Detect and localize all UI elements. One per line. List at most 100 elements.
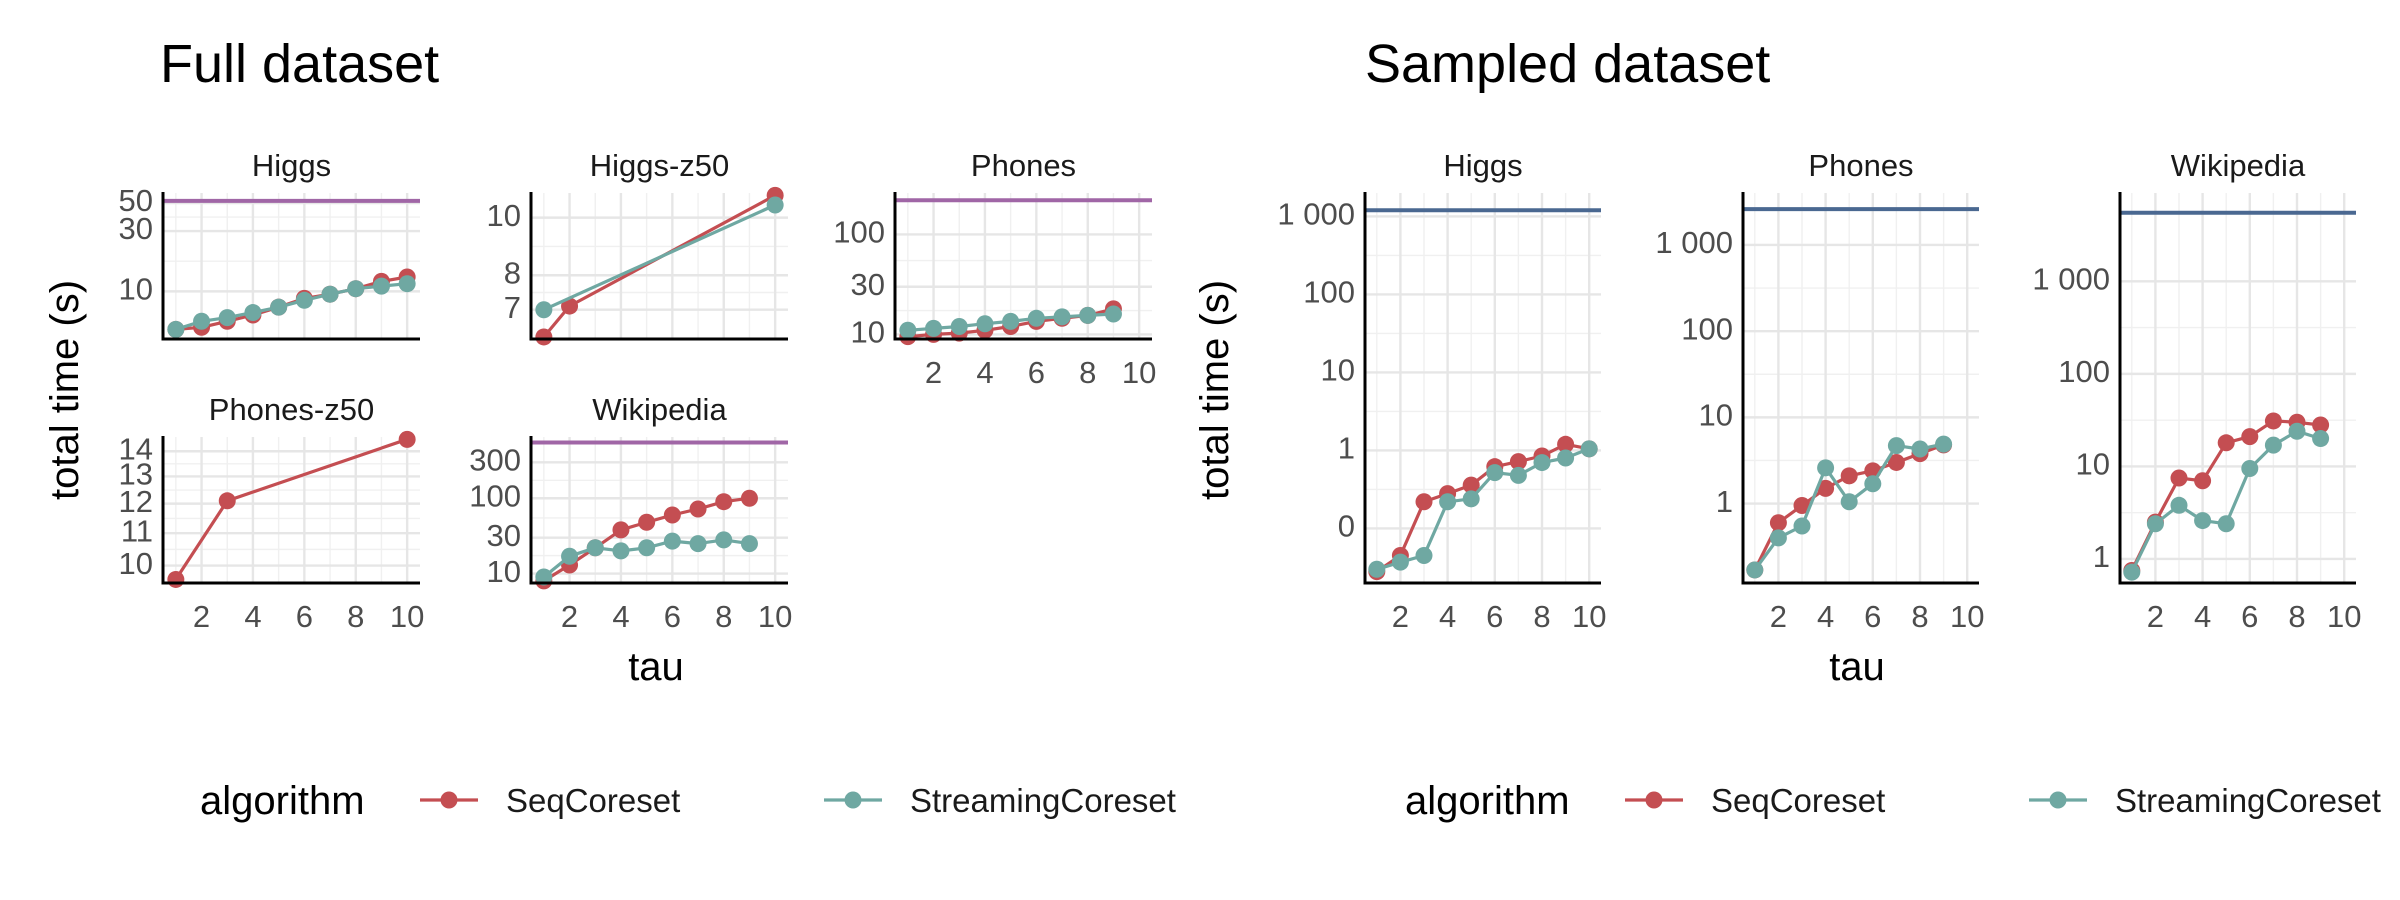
y-tick-label-g1-f0: 1 000 [1277,197,1355,232]
x-tick-label-g1-f1: 6 [1864,599,1881,634]
legend-title-0: algorithm [200,779,365,823]
y-tick-label-g0-f3: 14 [119,431,153,466]
data-point-StreamingCoreset-g0-f4 [535,568,553,586]
data-point-SeqCoreset-g1-f0 [1462,476,1480,494]
facet-title-g1-f2: Wikipedia [2171,148,2306,183]
data-point-StreamingCoreset-g1-f1 [1887,437,1905,455]
data-point-StreamingCoreset-g0-f2 [1079,306,1097,324]
data-point-StreamingCoreset-g1-f2 [2264,436,2282,454]
axes-layer [161,192,2356,585]
data-layer [167,186,2330,590]
data-point-StreamingCoreset-g0-f0 [295,291,313,309]
data-point-StreamingCoreset-g0-f0 [321,285,339,303]
x-tick-label-g1-f1: 10 [1950,599,1984,634]
data-point-SeqCoreset-g0-f3 [218,492,236,510]
x-tick-label-g0-f2: 8 [1079,355,1096,390]
data-point-StreamingCoreset-g0-f2 [1027,309,1045,327]
y-tick-label-g1-f0: 0 [1338,509,1355,544]
group-title-1: Sampled dataset [1365,34,1770,94]
x-tick-label-g0-f4: 8 [715,599,732,634]
data-point-SeqCoreset-g1-f2 [2241,428,2259,446]
data-point-StreamingCoreset-g1-f0 [1509,466,1527,484]
series-line-SeqCoreset-g0-f3 [174,437,408,581]
data-point-SeqCoreset-g0-f4 [715,493,733,511]
series-line-StreamingCoreset-g0-f0 [175,282,408,331]
data-point-StreamingCoreset-g0-f0 [398,275,416,293]
data-point-SeqCoreset-g1-f0 [1415,493,1433,511]
data-point-StreamingCoreset-g0-f2 [976,315,994,333]
facet-title-g1-f0: Higgs [1443,148,1522,183]
x-tick-label-g1-f0: 8 [1533,599,1550,634]
data-point-StreamingCoreset-g1-f2 [2194,512,2212,530]
data-point-StreamingCoreset-g0-f2 [1104,305,1122,323]
x-tick-label-g1-f2: 6 [2241,599,2258,634]
legend-key-point-SeqCoreset-0 [440,791,458,809]
y-tick-label-g0-f2: 10 [851,315,885,350]
y-tick-label-g0-f0: 50 [119,183,153,218]
data-point-SeqCoreset-g1-f0 [1557,435,1575,453]
legend-label-SeqCoreset-0: SeqCoreset [506,782,680,819]
data-point-StreamingCoreset-g1-f1 [1864,475,1882,493]
data-point-StreamingCoreset-g0-f4 [689,535,707,553]
group-title-0: Full dataset [160,34,439,94]
y-axis-title-1: total time (s) [1193,280,1237,500]
x-tick-label-g1-f2: 10 [2327,599,2361,634]
y-tick-label-g0-f4: 10 [487,554,521,589]
series-line-StreamingCoreset-g1-f0 [1376,447,1590,571]
x-tick-label-g1-f0: 4 [1439,599,1456,634]
data-point-StreamingCoreset-g1-f0 [1557,449,1575,467]
legend-title-1: algorithm [1405,779,1570,823]
series-line-SeqCoreset-g1-f0 [1375,442,1590,573]
data-point-StreamingCoreset-g1-f2 [2146,515,2164,533]
data-point-StreamingCoreset-g0-f4 [715,531,733,549]
data-point-StreamingCoreset-g0-f0 [167,320,185,338]
data-point-StreamingCoreset-g1-f1 [1935,435,1953,453]
facet-title-g0-f1: Higgs-z50 [590,148,730,183]
x-tick-label-g1-f0: 2 [1392,599,1409,634]
x-tick-label-g0-f4: 10 [758,599,792,634]
x-tick-label-g1-f1: 8 [1911,599,1928,634]
data-point-StreamingCoreset-g1-f1 [1911,440,1929,458]
data-point-SeqCoreset-g0-f4 [612,521,630,539]
y-tick-label-g1-f1: 10 [1699,398,1733,433]
x-tick-label-g0-f4: 4 [612,599,629,634]
y-tick-label-g0-f0: 30 [119,211,153,246]
x-tick-label-g0-f4: 2 [561,599,578,634]
y-tick-label-g0-f2: 100 [833,215,885,250]
x-tick-label-g0-f3: 2 [193,599,210,634]
data-point-StreamingCoreset-g1-f2 [2217,515,2235,533]
x-tick-label-g1-f1: 2 [1770,599,1787,634]
y-tick-label-g0-f3: 11 [121,513,153,548]
x-tick-label-g1-f2: 4 [2194,599,2211,634]
data-point-StreamingCoreset-g1-f2 [2312,430,2330,448]
x-tick-label-g0-f3: 10 [390,599,424,634]
y-tick-label-g1-f2: 100 [2058,354,2110,389]
data-point-SeqCoreset-g1-f2 [2194,472,2212,490]
data-point-SeqCoreset-g0-f4 [638,513,656,531]
data-point-StreamingCoreset-g1-f2 [2123,563,2141,581]
data-point-StreamingCoreset-g0-f1 [535,301,553,319]
facet-title-g0-f4: Wikipedia [592,392,727,427]
data-point-SeqCoreset-g1-f2 [2312,416,2330,434]
data-point-StreamingCoreset-g0-f4 [586,539,604,557]
data-point-StreamingCoreset-g0-f4 [612,542,630,560]
data-point-StreamingCoreset-g1-f2 [2241,459,2259,477]
legend-key-point-StreamingCoreset-1 [2049,791,2067,809]
data-point-StreamingCoreset-g1-f0 [1533,454,1551,472]
data-point-SeqCoreset-g1-f2 [2264,412,2282,430]
data-point-StreamingCoreset-g1-f2 [2288,422,2306,440]
x-tick-label-g0-f2: 2 [925,355,942,390]
data-point-StreamingCoreset-g0-f0 [270,298,288,316]
y-tick-label-g1-f0: 1 [1338,431,1355,466]
data-point-StreamingCoreset-g0-f0 [372,277,390,295]
x-axis-title-0: tau [628,645,684,689]
data-point-SeqCoreset-g1-f2 [2217,434,2235,452]
data-point-StreamingCoreset-g1-f1 [1746,561,1764,579]
legend-key-point-SeqCoreset-1 [1645,791,1663,809]
y-tick-label-g0-f4: 300 [469,442,521,477]
y-tick-label-g1-f2: 1 [2093,539,2110,574]
x-tick-label-g0-f3: 8 [347,599,364,634]
y-tick-label-g0-f3: 12 [119,484,153,519]
data-point-StreamingCoreset-g1-f0 [1391,553,1409,571]
